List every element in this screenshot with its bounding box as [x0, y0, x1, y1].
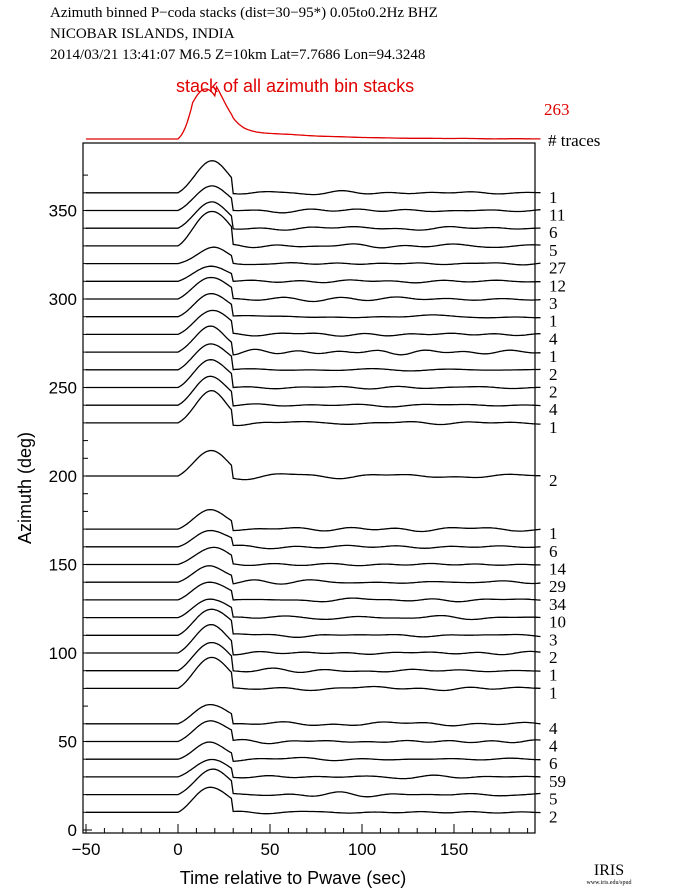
- trace-count-label: 4: [549, 329, 558, 348]
- azimuth-trace: [86, 768, 541, 798]
- azimuth-trace: [86, 265, 541, 284]
- azimuth-trace: [86, 565, 541, 585]
- trace-count-label: 4: [549, 400, 558, 419]
- trace-count-label: 29: [549, 577, 566, 596]
- trace-count-header: # traces: [548, 131, 600, 150]
- x-axis-label: Time relative to Pwave (sec): [180, 868, 406, 888]
- azimuth-trace: [86, 581, 541, 603]
- trace-count-label: 12: [549, 276, 566, 295]
- x-tick-label: −50: [72, 840, 101, 859]
- azimuth-trace: [86, 292, 541, 319]
- total-trace-count: 263: [544, 100, 570, 119]
- azimuth-trace: [86, 389, 541, 427]
- azimuth-trace: [86, 623, 541, 656]
- plot-frame: [82, 142, 536, 834]
- azimuth-trace: [86, 741, 541, 762]
- trace-count-label: 5: [549, 241, 558, 260]
- trace-count-label: 1: [549, 312, 558, 331]
- azimuth-trace: [86, 343, 541, 372]
- azimuth-trace: [86, 703, 541, 727]
- trace-count-label: 1: [549, 666, 558, 685]
- y-tick-label: 200: [49, 467, 77, 486]
- azimuth-trace: [86, 201, 541, 231]
- azimuth-trace: [86, 508, 541, 533]
- x-tick-label: 150: [440, 840, 468, 859]
- azimuth-trace: [86, 641, 541, 674]
- azimuth-trace: [86, 758, 541, 780]
- trace-count-label: 14: [549, 560, 567, 579]
- trace-count-label: 11: [549, 206, 565, 225]
- trace-count-label: 1: [549, 683, 558, 702]
- x-axis-ticks: −50 0 50 100 150: [72, 824, 529, 859]
- azimuth-trace: [86, 359, 541, 390]
- azimuth-trace: [86, 246, 541, 266]
- iris-logo-text: IRIS: [594, 862, 624, 879]
- trace-count-label: 2: [549, 648, 558, 667]
- trace-count-label: 2: [549, 807, 558, 826]
- trace-count-label: 1: [549, 347, 558, 366]
- trace-count-label: 1: [549, 188, 558, 207]
- azimuth-trace: [86, 656, 541, 692]
- x-tick-label: 0: [173, 840, 182, 859]
- trace-count-label: 3: [549, 294, 558, 313]
- header-line-2: NICOBAR ISLANDS, INDIA: [50, 26, 235, 42]
- x-tick-label: 50: [261, 840, 280, 859]
- iris-logo: IRIS www.iris.edu/spud: [587, 862, 632, 886]
- azimuth-trace: [86, 786, 541, 815]
- azimuth-trace: [86, 529, 541, 550]
- y-tick-label: 350: [49, 202, 77, 221]
- azimuth-trace: [86, 375, 541, 408]
- x-tick-label: 100: [348, 840, 376, 859]
- azimuth-trace: [86, 720, 541, 745]
- trace-count-label: 10: [549, 613, 566, 632]
- azimuth-traces: [86, 160, 541, 815]
- azimuth-trace: [86, 276, 541, 303]
- iris-logo-url: www.iris.edu/spud: [587, 880, 632, 886]
- trace-count-label: 6: [549, 754, 558, 773]
- trace-count-label: 1: [549, 418, 558, 437]
- header-line-3: 2014/03/21 13:41:07 M6.5 Z=10km Lat=7.76…: [50, 47, 425, 63]
- chart-title: stack of all azimuth bin stacks: [176, 76, 414, 96]
- y-tick-label: 50: [58, 733, 77, 752]
- trace-count-label: 2: [549, 383, 558, 402]
- y-tick-label: 100: [49, 644, 77, 663]
- header-line-1: Azimuth binned P−coda stacks (dist=30−95…: [50, 5, 438, 21]
- azimuth-trace: [86, 309, 541, 337]
- azimuth-trace: [86, 449, 541, 481]
- azimuth-trace: [86, 160, 541, 196]
- trace-count-label: 59: [549, 772, 566, 791]
- azimuth-trace: [86, 185, 541, 214]
- azimuth-trace: [86, 325, 541, 356]
- azimuth-trace: [86, 546, 541, 567]
- trace-count-label: 4: [549, 719, 558, 738]
- azimuth-trace: [86, 210, 541, 249]
- y-axis-ticks: 0 50 100 150 200 250 300 350: [49, 174, 92, 840]
- trace-count-label: 2: [549, 365, 558, 384]
- trace-count-label: 34: [549, 595, 567, 614]
- trace-count-label: 2: [549, 471, 558, 490]
- trace-count-label: 5: [549, 790, 558, 809]
- y-tick-label: 150: [49, 556, 77, 575]
- trace-count-label: 4: [549, 737, 558, 756]
- y-tick-label: 0: [68, 821, 77, 840]
- trace-count-label: 3: [549, 630, 558, 649]
- azimuth-trace: [86, 608, 541, 638]
- y-axis-label: Azimuth (deg): [15, 432, 35, 544]
- y-tick-label: 250: [49, 379, 77, 398]
- stack-all-trace: [86, 85, 541, 140]
- trace-count-label: 6: [549, 223, 558, 242]
- azimuth-trace: [86, 598, 541, 621]
- trace-count-label: 27: [549, 259, 567, 278]
- y-tick-label: 300: [49, 290, 77, 309]
- trace-count-label: 1: [549, 524, 558, 543]
- trace-count-label: 6: [549, 542, 558, 561]
